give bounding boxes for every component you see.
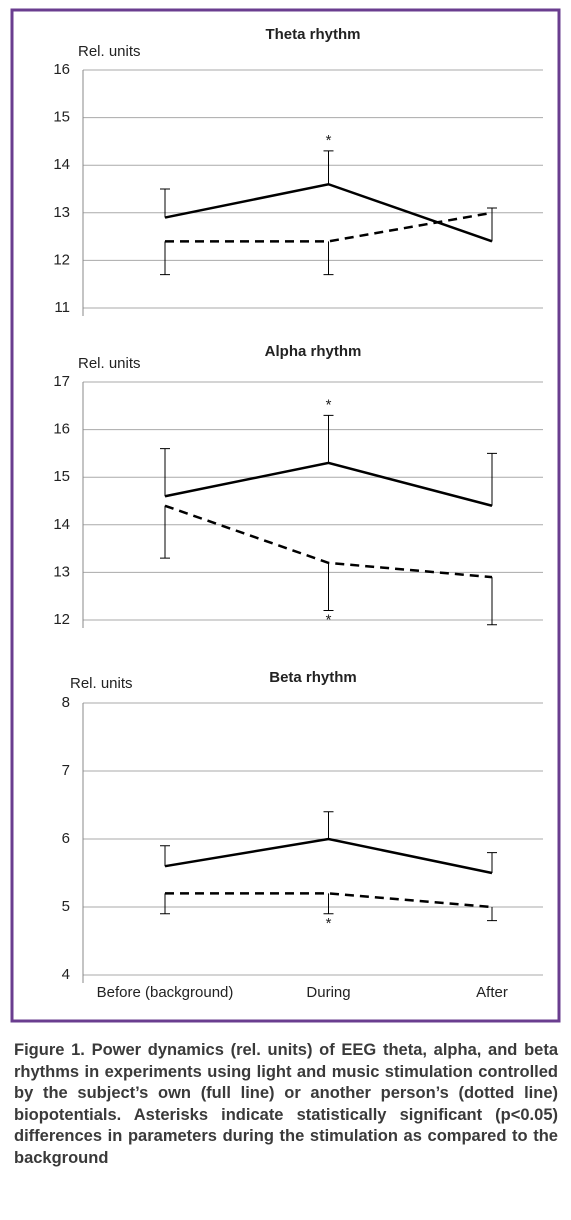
chart: Theta rhythm Rel. units 11 12 13 14 15 16 * Alpha…	[10, 8, 561, 1023]
error-bar	[323, 414, 334, 463]
line	[164, 837, 493, 875]
y-tick-label: 12	[53, 611, 70, 628]
x-tick-label: During	[306, 984, 350, 1001]
significance-mark: *	[326, 611, 332, 628]
error-bar	[487, 577, 497, 626]
caption: Figure 1. Power dynamics (rel. units) of…	[14, 1041, 558, 1167]
significance-mark: *	[326, 396, 332, 413]
y-tick-label: 17	[53, 373, 70, 390]
line	[164, 461, 493, 507]
error-bar	[323, 893, 334, 915]
y-tick-label: 5	[62, 898, 70, 915]
significance-mark: *	[326, 132, 332, 149]
error-bar	[487, 907, 497, 922]
y-tick-label: 7	[62, 762, 70, 779]
y-tick-label: 4	[62, 966, 70, 983]
error-bar	[323, 811, 334, 839]
y-tick-label: 6	[62, 830, 70, 847]
y-tick-label: 12	[53, 251, 70, 268]
error-bar	[487, 207, 497, 242]
error-bar	[487, 852, 497, 873]
error-bar	[323, 241, 334, 276]
error-bar	[160, 241, 170, 276]
error-bar	[160, 893, 170, 915]
y-tick-label: 13	[53, 204, 70, 221]
frame	[10, 8, 561, 1023]
y-tick-label: 15	[53, 468, 70, 485]
error-bar	[323, 562, 334, 611]
y-tick-label: 14	[53, 516, 70, 533]
y-tick-label: 16	[53, 61, 70, 78]
error-bar	[487, 452, 497, 506]
y-axis-label: Rel. units	[70, 675, 133, 692]
line	[165, 211, 493, 243]
error-bar	[160, 505, 170, 559]
y-tick-label: 11	[54, 299, 70, 316]
chart-title: Beta rhythm	[269, 669, 357, 686]
x-tick-label: Before (background)	[97, 984, 234, 1001]
y-tick-label: 13	[53, 563, 70, 580]
error-bar	[160, 845, 170, 867]
chart-title: Theta rhythm	[265, 26, 360, 43]
line	[165, 892, 493, 909]
y-tick-label: 14	[53, 156, 70, 173]
y-tick-label: 16	[53, 421, 70, 438]
error-bar	[160, 188, 170, 218]
y-tick-label: 15	[53, 109, 70, 126]
chart-title: Alpha rhythm	[265, 343, 362, 360]
error-bar	[323, 150, 334, 185]
y-axis-label: Rel. units	[78, 355, 141, 372]
x-tick-label: After	[476, 984, 508, 1001]
error-bar	[160, 448, 170, 497]
y-tick-label: 8	[62, 694, 70, 711]
y-axis-label: Rel. units	[78, 43, 141, 60]
significance-mark: *	[326, 915, 332, 932]
